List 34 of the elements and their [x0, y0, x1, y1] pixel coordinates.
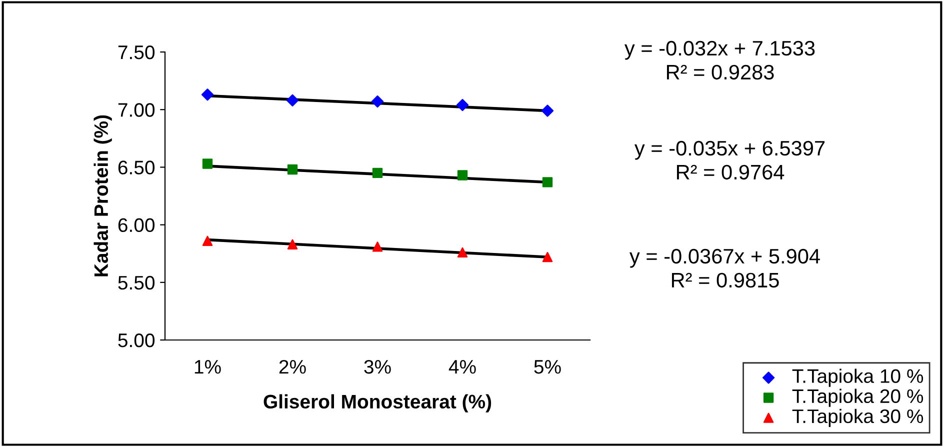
legend-label: T.Tapioka 10 %: [792, 368, 924, 387]
point: [286, 94, 299, 106]
point: [372, 242, 383, 252]
y-tick-label: 6.00: [118, 218, 155, 232]
point: [542, 252, 553, 262]
point: [371, 95, 384, 108]
y-tick-label: 6.50: [118, 160, 155, 174]
x-tick-label: 4%: [448, 360, 476, 374]
y-tick-label: 7.50: [118, 45, 155, 60]
x-tick-label: 2%: [279, 360, 306, 374]
point: [541, 104, 554, 117]
y-tick-label: 5.50: [118, 276, 155, 290]
point: [372, 168, 383, 178]
y-axis-title: Kadar Protein (%): [94, 115, 112, 276]
text: y = -0.0367x + 5.904 R² = 0.9815: [630, 248, 820, 288]
text: y = -0.032x + 7.1533 R² = 0.9283: [624, 40, 815, 80]
point: [457, 247, 468, 258]
point: [201, 88, 214, 101]
point: [202, 158, 213, 169]
y-tick-label: 7.00: [118, 103, 155, 117]
point: [287, 164, 298, 175]
x-tick-label: 1%: [194, 360, 221, 374]
x-tick-label: 3%: [364, 360, 391, 374]
point: [202, 236, 213, 246]
point: [287, 239, 298, 250]
x-tick-label: 5%: [534, 360, 561, 374]
y-tick-label: 5.00: [118, 333, 155, 348]
point: [457, 170, 468, 180]
text: y = -0.035x + 6.5397 R² = 0.9764: [634, 140, 825, 180]
legend-label: T.Tapioka 20 %: [792, 388, 924, 407]
legend-label: T.Tapioka 30 %: [792, 408, 924, 427]
point: [456, 98, 469, 112]
x-axis-title: Gliserol Monostearat (%): [264, 394, 492, 412]
point: [542, 177, 553, 188]
